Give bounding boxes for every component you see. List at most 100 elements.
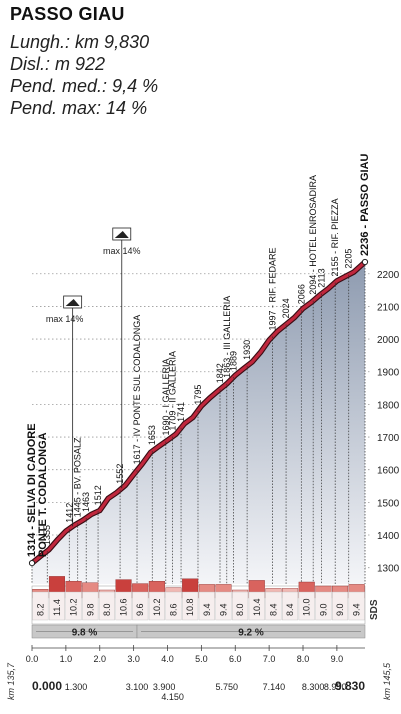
elevation-label: 1512: [93, 485, 103, 505]
grade-value: 11.4: [52, 599, 62, 616]
x-tick-label: 7.0: [263, 654, 276, 664]
mountain-icon: [65, 299, 80, 306]
header: PASSO GIAU Lungh.: km 9,830 Disl.: m 922…: [10, 4, 390, 119]
grade-cell: [248, 591, 265, 621]
grade-value: 9.8: [85, 603, 95, 616]
elevation-label: 1412: [64, 503, 74, 523]
grade-cell: [82, 591, 99, 621]
grade-cell: [265, 591, 282, 621]
grade-cell: [115, 591, 132, 621]
grade-value: 8.4: [268, 603, 278, 616]
grade-cell: [165, 591, 182, 621]
y-tick-label: 1600: [377, 466, 400, 477]
average-grade-label: 9.8 %: [72, 628, 98, 639]
km-mark-label: 8.950: [324, 682, 347, 692]
km-mark-label: 9.830: [335, 679, 365, 693]
km-mark-label: 3.100: [126, 682, 149, 692]
grade-cell: [315, 591, 332, 621]
km-mark-label: 0.000: [32, 679, 62, 693]
elevation-label: 1863 - III GALLERIA: [222, 296, 232, 378]
elevation-label: 2024: [281, 298, 291, 318]
grade-value: 9.6: [135, 603, 145, 616]
elevation-label: 1314 - SELVA DI CADORE: [26, 423, 38, 557]
x-tick-label: 8.0: [297, 654, 310, 664]
grade-cell: [65, 591, 82, 621]
x-tick-label: 2.0: [93, 654, 106, 664]
elevation-label: 1842: [215, 363, 225, 383]
elevation-label: 2094 - HOTEL ENROSADIRA: [308, 175, 318, 295]
grade-cell: [215, 591, 232, 621]
elevation-label: 2066: [296, 284, 306, 304]
elevation-label: 2155 - RIF. PIEZZA: [330, 198, 340, 276]
elevation-label: 2205: [344, 249, 354, 269]
grade-cell: [48, 591, 66, 621]
grade-cell: [182, 591, 199, 621]
km-mark-label: 8.300: [302, 682, 325, 692]
grade-value: 9.0: [318, 603, 328, 616]
grade-cell: [348, 591, 365, 621]
max-grade-marker: max 14%: [103, 227, 141, 489]
km-mark-label: 3.900: [153, 682, 176, 692]
grade-value: 10.2: [69, 598, 79, 616]
elevation-label: 1889: [229, 351, 239, 371]
max-grade-stat: Pend. max: 14 %: [10, 98, 148, 118]
elevation-label: 2236 - PASSO GIAU: [359, 153, 371, 256]
grade-strip: [31, 585, 366, 625]
km-mark-label: 7.140: [263, 682, 286, 692]
y-tick-label: 2000: [377, 335, 400, 346]
grade-value: 8.0: [102, 603, 112, 616]
elevation-label: 1930: [242, 340, 252, 360]
grade-cell: [32, 591, 49, 621]
grade-cell: [98, 591, 115, 621]
elevation-label: 1653: [147, 425, 157, 445]
max-grade-label: max 14%: [46, 314, 84, 324]
x-tick-label: 9.0: [331, 654, 344, 664]
grade-value: 9.0: [335, 603, 345, 616]
grade-value: 9.4: [202, 603, 212, 616]
endpoint-dot: [361, 258, 369, 266]
x-tick-label: 3.0: [127, 654, 140, 664]
grade-value: 8.0: [235, 603, 245, 616]
y-tick-label: 2200: [377, 270, 400, 281]
start-sublabel: PONTE T. CODALONGA: [37, 432, 49, 557]
grade-value: 8.6: [169, 603, 179, 616]
elevation-label: 1997 - RIF. FEDARE: [268, 247, 278, 330]
y-tick-label: 1400: [377, 531, 400, 542]
elevation-label: 1552: [115, 464, 125, 484]
profile-line: [30, 260, 367, 565]
grade-value: 9.4: [352, 603, 362, 616]
x-tick-label: 5.0: [195, 654, 208, 664]
y-tick-label: 1700: [377, 433, 400, 444]
avg-grade-stat: Pend. med.: 9,4 %: [10, 76, 159, 96]
page-title: PASSO GIAU: [10, 4, 125, 24]
climb-stat: Disl.: m 922: [10, 54, 106, 74]
grade-value: 10.8: [185, 598, 195, 616]
elevation-label: 2113: [317, 268, 327, 287]
max-grade-marker: max 14%: [46, 295, 84, 527]
km-mark-label: 4.150: [161, 692, 184, 702]
elevation-label: 1690 - I GALLERIA: [161, 358, 171, 435]
grade-value: 9.4: [218, 603, 228, 616]
elevation-label: 1709 - II GALLERIA: [168, 351, 178, 431]
grade-cell: [148, 591, 165, 621]
x-tick-label: 0.0: [26, 654, 39, 664]
grade-cell: [132, 591, 149, 621]
km-end-label: km 145,5: [382, 662, 392, 700]
grade-cell: [198, 591, 215, 621]
endpoint-dot: [28, 559, 36, 567]
grade-value: 10.2: [152, 598, 162, 616]
x-tick-label: 4.0: [161, 654, 174, 664]
grade-value: 10.0: [302, 598, 312, 616]
elevation-label: 1445 - BV. POSALZ: [73, 437, 83, 517]
average-grade-label: 9.2 %: [238, 628, 264, 639]
km-mark-label: 1.300: [65, 682, 88, 692]
elevation-label: 1463: [81, 492, 91, 512]
x-tick-label: 1.0: [60, 654, 73, 664]
profile-area: [32, 262, 365, 584]
grade-value: 10.6: [119, 598, 129, 616]
y-tick-label: 1900: [377, 368, 400, 379]
elevation-label: 1741: [176, 402, 186, 422]
sds-label: SDS: [369, 599, 380, 620]
grade-cell: [298, 591, 315, 621]
